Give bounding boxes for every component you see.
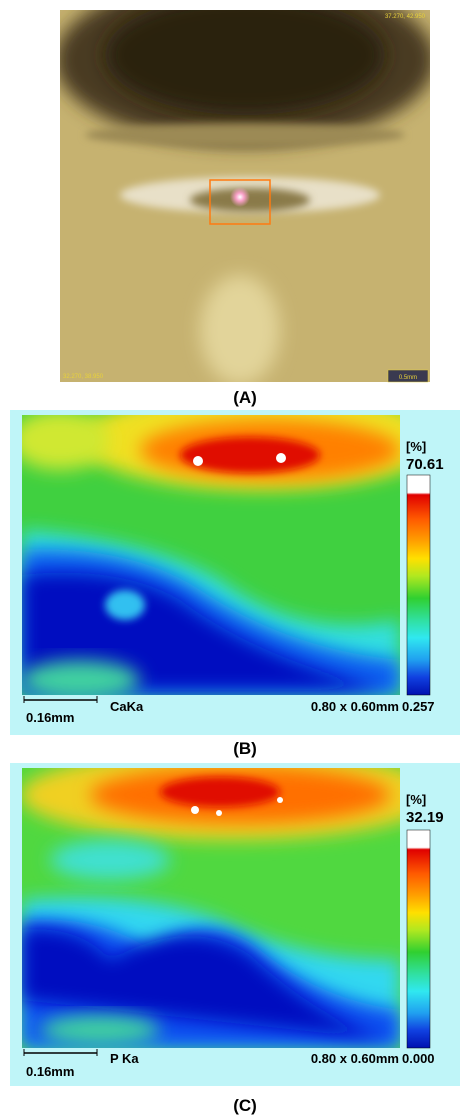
scale-bar-label: 0.16mm [26,1064,74,1079]
area-label: 0.80 x 0.60mm [311,1051,399,1066]
panel-label: (A) [233,388,257,407]
scale-bar-label: 0.16mm [26,710,74,725]
panel-label: (C) [233,1096,257,1115]
heatmap [20,750,440,1048]
figure: 37.270, 42.950 32.270, 38.950 0.5mm (A) … [0,0,475,1119]
colorbar [407,475,430,695]
scale-bar-label: 0.5mm [399,375,417,381]
max-value: 70.61 [406,456,444,473]
max-value: 32.19 [406,809,444,826]
panel-label: (B) [233,739,257,758]
colorbar [407,830,430,1048]
element-label: CaKa [110,699,144,714]
min-value: 0.000 [402,1051,435,1066]
area-label: 0.80 x 0.60mm [311,699,399,714]
unit: [%] [406,439,426,454]
photo [55,0,435,385]
coord-bottom-left: 32.270, 38.950 [63,374,104,380]
heatmap [10,390,440,700]
coord-top-right: 37.270, 42.950 [385,14,426,20]
element-label: P Ka [110,1051,139,1066]
unit: [%] [406,792,426,807]
min-value: 0.257 [402,699,435,714]
